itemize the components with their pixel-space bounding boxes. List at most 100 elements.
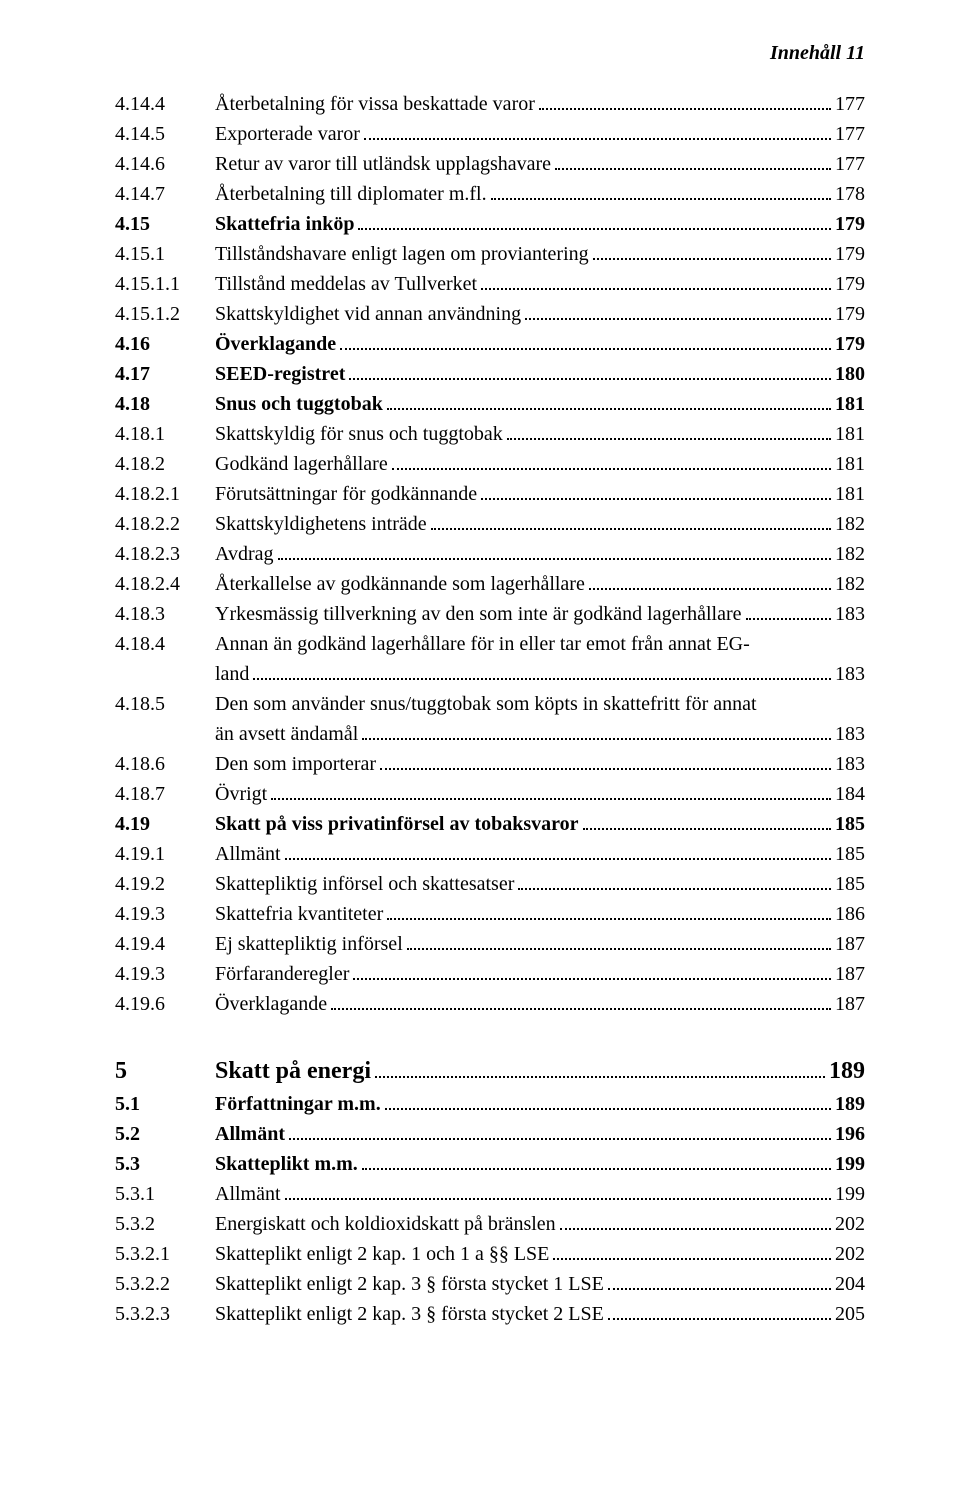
- toc-dot-leader: [518, 872, 831, 890]
- toc-title: Skatt på viss privatinförsel av tobaksva…: [215, 809, 579, 839]
- toc-number: 4.18.2.4: [115, 569, 215, 599]
- toc-title: land: [215, 659, 249, 689]
- toc-entry: 4.19.1Allmänt185: [115, 839, 865, 869]
- toc-page: 182: [835, 569, 865, 599]
- toc-title: Yrkesmässig tillverkning av den som inte…: [215, 599, 742, 629]
- toc-title: Skattefria kvantiteter: [215, 899, 383, 929]
- toc-title: Annan än godkänd lagerhållare för in ell…: [215, 629, 865, 659]
- toc-dot-leader: [253, 662, 831, 680]
- toc-title: Skatteplikt enligt 2 kap. 3 § första sty…: [215, 1269, 604, 1299]
- toc-title: Skatt på energi: [215, 1053, 371, 1089]
- toc-number: 4.19.2: [115, 869, 215, 899]
- toc-entry: 4.19.3Förfaranderegler187: [115, 959, 865, 989]
- toc-title: Förutsättningar för godkännande: [215, 479, 477, 509]
- toc-number: 5.3.1: [115, 1179, 215, 1209]
- toc-title: Återkallelse av godkännande som lagerhål…: [215, 569, 585, 599]
- toc-dot-leader: [608, 1272, 831, 1290]
- toc-entry: 4.16Överklagande179: [115, 329, 865, 359]
- toc-entry: 4.19.3Skattefria kvantiteter186: [115, 899, 865, 929]
- toc-page: 189: [835, 1089, 865, 1119]
- toc-page: 202: [835, 1239, 865, 1269]
- toc-entry: 4.19Skatt på viss privatinförsel av toba…: [115, 809, 865, 839]
- toc-title-wrap: Den som använder snus/tuggtobak som köpt…: [215, 689, 865, 749]
- toc-title: Skattepliktig införsel och skattesatser: [215, 869, 514, 899]
- toc-dot-leader: [358, 212, 831, 230]
- toc-number: 4.14.4: [115, 89, 215, 119]
- toc-number: 4.18.2.2: [115, 509, 215, 539]
- toc-dot-leader: [387, 392, 831, 410]
- toc-number: 4.18.7: [115, 779, 215, 809]
- toc-page: 182: [835, 539, 865, 569]
- toc-dot-leader: [560, 1212, 831, 1230]
- toc-page: 183: [835, 749, 865, 779]
- toc-title: Förfaranderegler: [215, 959, 349, 989]
- toc-title: Energiskatt och koldioxidskatt på bränsl…: [215, 1209, 556, 1239]
- toc-entry: 4.18.1Skattskyldig för snus och tuggtoba…: [115, 419, 865, 449]
- toc-entry: 4.18Snus och tuggtobak181: [115, 389, 865, 419]
- toc-page: 187: [835, 989, 865, 1019]
- toc-entry: 5.3.2.3Skatteplikt enligt 2 kap. 3 § för…: [115, 1299, 865, 1329]
- toc-entry: 4.18.2.3Avdrag 182: [115, 539, 865, 569]
- toc-dot-leader: [589, 572, 831, 590]
- toc-title: Avdrag: [215, 539, 274, 569]
- toc-page: 181: [835, 389, 865, 419]
- toc-entry: 5.3.1Allmänt199: [115, 1179, 865, 1209]
- toc-number: 5.3.2: [115, 1209, 215, 1239]
- toc-entry: 4.15.1Tillståndshavare enligt lagen om p…: [115, 239, 865, 269]
- toc-title: Skattefria inköp: [215, 209, 354, 239]
- toc-entry: 4.18.6Den som importerar183: [115, 749, 865, 779]
- toc-number: 4.19.3: [115, 899, 215, 929]
- toc-dot-leader: [278, 542, 832, 560]
- toc-dot-leader: [362, 1152, 831, 1170]
- toc-number: 5.3.2.1: [115, 1239, 215, 1269]
- toc-page: 179: [835, 239, 865, 269]
- toc-entry: 4.15Skattefria inköp179: [115, 209, 865, 239]
- toc-title: Författningar m.m.: [215, 1089, 381, 1119]
- toc-number: 4.18.2.3: [115, 539, 215, 569]
- toc-number: 4.14.6: [115, 149, 215, 179]
- toc-entry: 4.14.7Återbetalning till diplomater m.fl…: [115, 179, 865, 209]
- toc-page: 202: [835, 1209, 865, 1239]
- toc-page: 177: [835, 119, 865, 149]
- toc-number: 5.3.2.2: [115, 1269, 215, 1299]
- toc-dot-leader: [481, 272, 831, 290]
- toc-number: 4.15: [115, 209, 215, 239]
- toc-title: Återbetalning till diplomater m.fl.: [215, 179, 487, 209]
- toc-number: 4.19: [115, 809, 215, 839]
- toc-dot-leader: [481, 482, 831, 500]
- toc-page: 184: [835, 779, 865, 809]
- toc-dot-leader: [431, 512, 831, 530]
- toc-dot-leader: [353, 962, 831, 980]
- toc-page: 187: [835, 929, 865, 959]
- toc-page: 179: [835, 329, 865, 359]
- toc-page: 179: [835, 269, 865, 299]
- toc-dot-leader: [583, 812, 831, 830]
- toc-entry: 4.14.5Exporterade varor177: [115, 119, 865, 149]
- toc-entry: 4.19.2Skattepliktig införsel och skattes…: [115, 869, 865, 899]
- toc-number: 5.2: [115, 1119, 215, 1149]
- toc-number: 4.15.1: [115, 239, 215, 269]
- toc-title: Den som importerar: [215, 749, 376, 779]
- toc-title: Ej skattepliktig införsel: [215, 929, 403, 959]
- toc-number: 4.14.5: [115, 119, 215, 149]
- toc-title-cont: land 183: [215, 659, 865, 689]
- toc-title: Den som använder snus/tuggtobak som köpt…: [215, 689, 865, 719]
- toc-number: 4.18.1: [115, 419, 215, 449]
- toc-gap: [115, 1019, 865, 1053]
- toc-dot-leader: [364, 122, 831, 140]
- toc-page: 179: [835, 299, 865, 329]
- toc-dot-leader: [289, 1122, 831, 1140]
- toc-number: 4.17: [115, 359, 215, 389]
- toc-title: Överklagande: [215, 989, 327, 1019]
- toc-entry: 4.14.4Återbetalning för vissa beskattade…: [115, 89, 865, 119]
- toc-entry: 4.19.4Ej skattepliktig införsel187: [115, 929, 865, 959]
- toc-dot-leader: [608, 1302, 831, 1320]
- toc-dot-leader: [285, 1182, 831, 1200]
- toc-number: 5.3: [115, 1149, 215, 1179]
- toc-page: 183: [835, 659, 865, 689]
- toc-number: 5.1: [115, 1089, 215, 1119]
- toc-title-cont: än avsett ändamål183: [215, 719, 865, 749]
- toc-title: Retur av varor till utländsk upplagshava…: [215, 149, 551, 179]
- toc-number: 4.15.1.2: [115, 299, 215, 329]
- toc-entry: 4.15.1.1Tillstånd meddelas av Tullverket…: [115, 269, 865, 299]
